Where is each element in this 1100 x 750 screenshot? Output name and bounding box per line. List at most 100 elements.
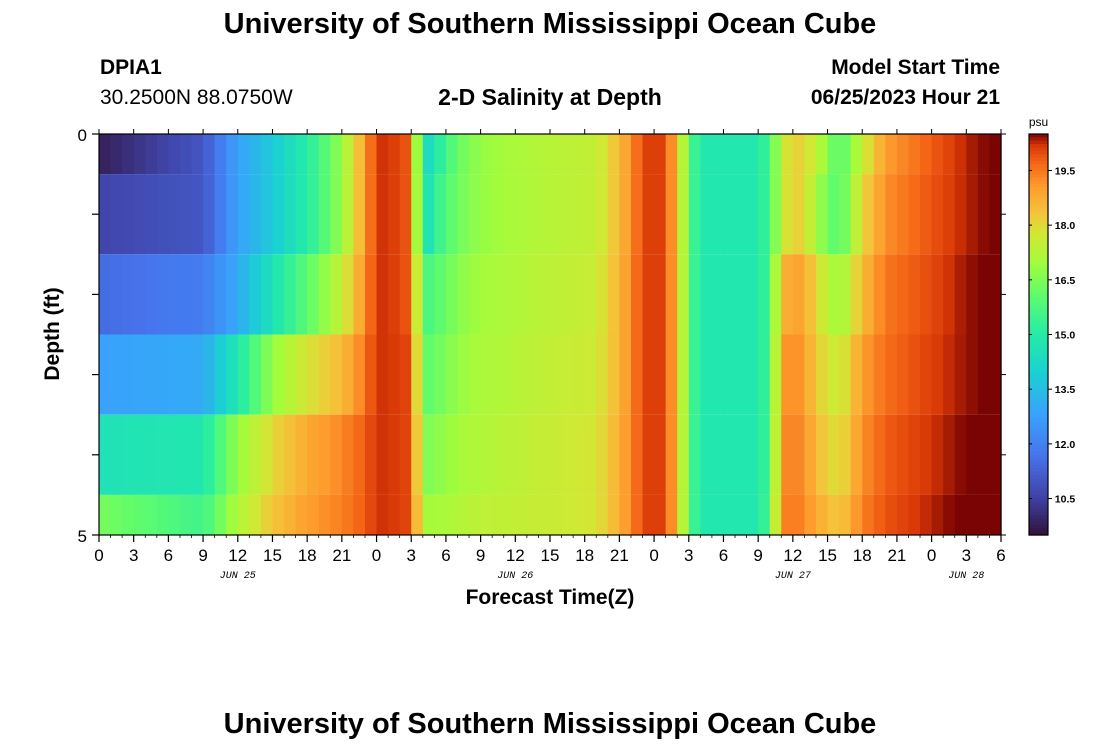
date-label: JUN 27 xyxy=(775,571,811,582)
colorbar-swatch xyxy=(1029,371,1048,376)
model-start-label: Model Start Time xyxy=(831,56,1000,79)
x-tick-label: 3 xyxy=(684,546,693,565)
heatmap-cell xyxy=(295,254,308,335)
colorbar-swatch xyxy=(1029,204,1048,209)
heatmap-cell xyxy=(550,174,563,255)
heatmap-cell xyxy=(839,254,852,335)
colorbar-swatch xyxy=(1029,488,1048,493)
heatmap-cell xyxy=(596,334,609,415)
heatmap-cell xyxy=(168,254,181,335)
heatmap-cell xyxy=(330,414,343,495)
heatmap-cell xyxy=(735,254,748,335)
heatmap-cell xyxy=(758,494,771,535)
heatmap-cell xyxy=(573,174,586,255)
colorbar-swatch xyxy=(1029,167,1048,172)
colorbar-swatch xyxy=(1029,140,1048,145)
heatmap-cell xyxy=(781,334,794,415)
heatmap-cell xyxy=(272,174,285,255)
heatmap-cell xyxy=(654,494,667,535)
heatmap-cell xyxy=(249,494,262,535)
colorbar-swatch xyxy=(1029,484,1048,489)
x-tick-label: 18 xyxy=(298,546,317,565)
colorbar-swatch xyxy=(1029,230,1048,235)
heatmap-cell xyxy=(642,174,655,255)
heatmap-cell xyxy=(943,134,956,175)
heatmap-cell xyxy=(156,174,169,255)
heatmap-cell xyxy=(677,174,690,255)
heatmap-cell xyxy=(850,334,863,415)
heatmap-cell xyxy=(700,134,713,175)
heatmap-cell xyxy=(226,494,239,535)
heatmap-cell xyxy=(480,334,493,415)
heatmap-cell xyxy=(561,254,574,335)
colorbar-swatch xyxy=(1029,311,1048,316)
heatmap-cell xyxy=(284,254,297,335)
heatmap-cell xyxy=(839,334,852,415)
colorbar-swatch xyxy=(1029,144,1048,148)
colorbar-swatch xyxy=(1029,374,1048,379)
heatmap-cell xyxy=(920,254,933,335)
heatmap-cell xyxy=(214,334,227,415)
heatmap-cell xyxy=(746,494,759,535)
heatmap-cell xyxy=(781,494,794,535)
heatmap-cell xyxy=(492,134,505,175)
heatmap-cell xyxy=(168,334,181,415)
colorbar-swatch xyxy=(1029,227,1048,232)
heatmap-cell xyxy=(191,174,204,255)
heatmap-cell xyxy=(758,334,771,415)
heatmap-cell xyxy=(792,494,806,535)
heatmap-cell xyxy=(156,334,169,415)
heatmap-cell xyxy=(966,134,979,175)
heatmap-cell xyxy=(688,334,701,415)
colorbar-swatch xyxy=(1029,154,1048,158)
heatmap-cell xyxy=(364,134,378,175)
heatmap-cell xyxy=(226,334,239,415)
colorbar-swatch xyxy=(1029,247,1048,252)
colorbar-swatch xyxy=(1029,317,1048,322)
heatmap-cell xyxy=(769,134,782,175)
heatmap-cell xyxy=(203,494,216,535)
heatmap-cell xyxy=(191,134,204,175)
heatmap-cell xyxy=(700,254,713,335)
heatmap-cell xyxy=(642,134,655,175)
heatmap-cell xyxy=(434,174,447,255)
colorbar-swatch xyxy=(1029,244,1048,249)
x-tick-label: 6 xyxy=(164,546,173,565)
heatmap-cell xyxy=(445,494,459,535)
heatmap-cell xyxy=(700,414,713,495)
colorbar-tick-label: 15.0 xyxy=(1055,330,1076,342)
heatmap-cell xyxy=(931,494,944,535)
heatmap-cell xyxy=(966,494,979,535)
heatmap-cell xyxy=(503,494,516,535)
heatmap-cell xyxy=(827,494,840,535)
heatmap-cell xyxy=(642,494,655,535)
heatmap-cell xyxy=(735,134,748,175)
heatmap-cell xyxy=(376,254,389,335)
colorbar-swatch xyxy=(1029,240,1048,245)
colorbar-swatch xyxy=(1029,177,1048,182)
colorbar-swatch xyxy=(1029,474,1048,479)
heatmap-cell xyxy=(457,174,470,255)
heatmap-cell xyxy=(122,334,135,415)
colorbar-swatch xyxy=(1029,528,1048,533)
heatmap-cell xyxy=(503,414,516,495)
colorbar-swatch xyxy=(1029,250,1048,255)
chart-title: 2-D Salinity at Depth xyxy=(438,84,662,110)
heatmap-cell xyxy=(954,134,967,175)
heatmap-cell xyxy=(850,134,863,175)
heatmap-cell xyxy=(388,334,401,415)
heatmap-cell xyxy=(896,494,910,535)
heatmap-cell xyxy=(607,174,620,255)
heatmap-cell xyxy=(908,494,921,535)
heatmap-cell xyxy=(723,254,736,335)
colorbar-swatch xyxy=(1029,384,1048,389)
colorbar-swatch xyxy=(1029,327,1048,332)
heatmap-cell xyxy=(515,334,528,415)
heatmap-cell xyxy=(110,414,123,495)
heatmap-cell xyxy=(850,174,863,255)
page-title: University of Southern Mississippi Ocean… xyxy=(223,8,877,40)
heatmap-cell xyxy=(561,494,574,535)
heatmap-cell xyxy=(503,334,516,415)
heatmap-cell xyxy=(931,334,944,415)
heatmap-cell xyxy=(943,254,956,335)
